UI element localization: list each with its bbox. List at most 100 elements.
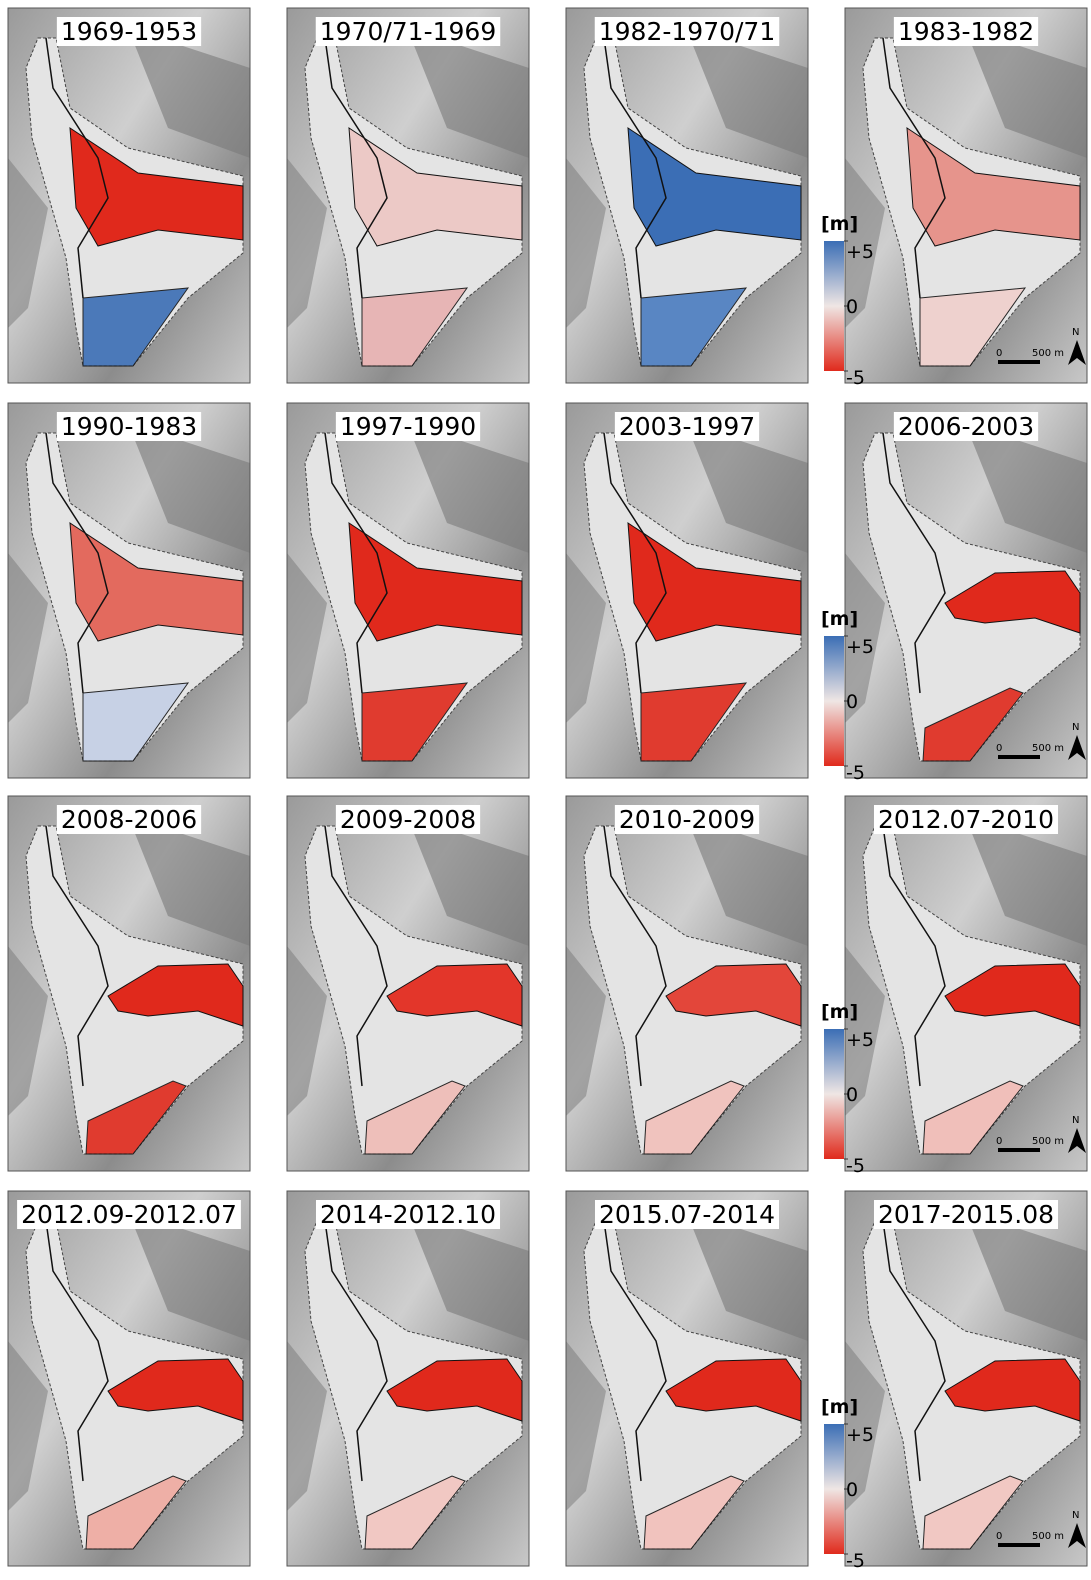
legend-label: [m] — [821, 1396, 858, 1418]
forefield-change — [919, 287, 1027, 367]
stream — [45, 1220, 109, 1482]
panel-frame — [7, 795, 251, 1172]
map-panel: 1990-1983 — [7, 402, 251, 779]
panel-frame — [565, 1190, 809, 1567]
map-panel: 1970/71-1969 — [286, 7, 530, 384]
panel-frame — [286, 795, 530, 1172]
map-body — [8, 1191, 250, 1566]
map-body — [8, 403, 250, 778]
title-background — [873, 1200, 1059, 1229]
scale-bar — [998, 1543, 1040, 1547]
map-panel: 2003-1997 — [565, 402, 809, 779]
scale-bar — [998, 1148, 1040, 1152]
stream — [45, 432, 109, 694]
ridge — [407, 28, 529, 158]
ridge — [965, 423, 1087, 553]
forefield-change — [82, 682, 190, 762]
north-arrow — [1068, 340, 1086, 365]
map-panel: 2014-2012.10 — [286, 1190, 530, 1567]
stream — [603, 37, 667, 299]
scale-bar — [998, 755, 1040, 759]
panel-title: 2014-2012.10 — [320, 1200, 496, 1229]
scale-start: 0 — [996, 1531, 1002, 1542]
title-background — [873, 805, 1059, 834]
map-body — [566, 796, 808, 1171]
tongue-change — [665, 963, 802, 1027]
ridge — [287, 1341, 327, 1511]
forefield-change — [922, 1080, 1024, 1155]
ridge — [686, 1211, 808, 1341]
map-panel: 2017-2015.08 — [844, 1190, 1088, 1567]
title-background — [614, 412, 760, 441]
legend-label: [m] — [821, 1001, 858, 1023]
forefield-change — [640, 287, 748, 367]
legend-label: [m] — [821, 608, 858, 630]
panel-title: 2017-2015.08 — [878, 1200, 1054, 1229]
map-body — [566, 1191, 808, 1566]
color-tick-label: -5 — [846, 762, 865, 784]
ridge — [128, 816, 250, 946]
forefield-change — [85, 1475, 187, 1550]
tongue-change — [348, 127, 523, 247]
north-label: N — [1072, 1510, 1079, 1521]
map-body — [287, 403, 529, 778]
ridge — [845, 1341, 885, 1511]
stream — [882, 37, 946, 299]
tongue-change — [944, 570, 1081, 634]
ridge — [128, 423, 250, 553]
stream — [882, 1220, 946, 1482]
scale-start: 0 — [996, 348, 1002, 359]
ridge — [8, 158, 48, 328]
panel-title: 2006-2003 — [898, 412, 1034, 441]
color-tick-label: -5 — [846, 1550, 865, 1572]
title-background — [17, 1200, 241, 1229]
ridge — [287, 553, 327, 723]
tongue-change — [348, 522, 523, 642]
panel-title: 1997-1990 — [340, 412, 476, 441]
forefield-change — [361, 287, 469, 367]
panel-frame — [286, 402, 530, 779]
map-panel: 2008-2006 — [7, 795, 251, 1172]
panel-title: 2012.09-2012.07 — [21, 1200, 237, 1229]
title-background — [614, 805, 760, 834]
scale-start: 0 — [996, 743, 1002, 754]
scale-end: 500 m — [1032, 1531, 1064, 1542]
title-background — [594, 17, 780, 46]
map-body — [287, 8, 529, 383]
panel-title: 2015.07-2014 — [599, 1200, 775, 1229]
title-background — [56, 805, 202, 834]
ridge — [965, 28, 1087, 158]
map-body — [566, 8, 808, 383]
forefield-change — [364, 1475, 466, 1550]
legend-label: [m] — [821, 213, 858, 235]
tongue-change — [944, 963, 1081, 1027]
stream — [603, 825, 667, 1087]
forefield-change — [922, 1475, 1024, 1550]
title-background — [335, 805, 481, 834]
scale-end: 500 m — [1032, 1136, 1064, 1147]
map-body — [287, 1191, 529, 1566]
title-background — [56, 412, 202, 441]
map-body — [8, 8, 250, 383]
color-tick-label: +5 — [846, 1424, 874, 1446]
color-tick-label: 0 — [846, 1084, 858, 1106]
north-arrow — [1068, 1523, 1086, 1548]
map-body — [287, 796, 529, 1171]
map-body — [845, 1191, 1087, 1566]
map-panel: 2006-2003 — [844, 402, 1088, 779]
map-panel: 1997-1990 — [286, 402, 530, 779]
color-tick-label: 0 — [846, 296, 858, 318]
ridge — [845, 553, 885, 723]
ridge — [686, 423, 808, 553]
tongue-change — [69, 127, 244, 247]
tongue-change — [665, 1358, 802, 1422]
title-background — [893, 17, 1039, 46]
north-label: N — [1072, 327, 1079, 338]
color-bar — [824, 241, 844, 371]
map-panel: 2015.07-2014 — [565, 1190, 809, 1567]
stream — [603, 1220, 667, 1482]
forefield-change — [82, 287, 190, 367]
ridge — [287, 158, 327, 328]
color-tick-label: +5 — [846, 636, 874, 658]
